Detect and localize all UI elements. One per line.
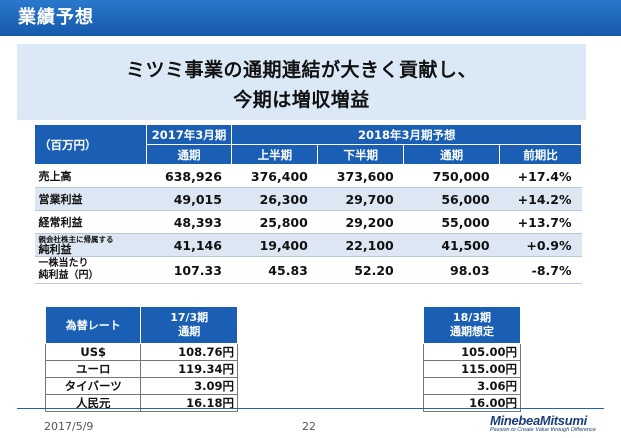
cell-full: 750,000	[403, 164, 500, 188]
table-row: 親会社株主に帰属する 純利益 41,146 19,400 22,100 41,5…	[34, 233, 582, 257]
cell-h2: 29,200	[317, 210, 404, 234]
currency-label: US$	[44, 343, 142, 361]
cell-yoy: +13.7%	[499, 210, 582, 234]
table-row: 経常利益 48,393 25,800 29,200 55,000 +13.7%	[34, 210, 582, 234]
logo-tagline: Passion to Create Value through Differen…	[490, 427, 596, 433]
forecast-rate-value: 115.00円	[423, 360, 521, 378]
cell-full: 41,500	[403, 233, 500, 257]
headline-line-2: 今期は増収増益	[233, 89, 370, 111]
fx-fy2017-header-l2: 通期	[178, 325, 201, 338]
fx-fy2018-header-l1: 18/3期	[453, 311, 491, 324]
cell-h2: 373,600	[317, 164, 404, 188]
fx-fy2018-header-l2: 通期想定	[450, 325, 494, 338]
earnings-forecast-table: （百万円） 2017年3月期 2018年3月期予想 通期 上半期 下半期 通期 …	[34, 124, 582, 284]
table-row: 105.00円	[423, 343, 521, 361]
rate-value: 108.76円	[140, 343, 238, 361]
cell-h2: 52.20	[317, 256, 404, 284]
forecast-rate-value: 105.00円	[423, 343, 521, 361]
forecast-rate-value: 3.06円	[423, 377, 521, 395]
currency-label: 人民元	[44, 394, 142, 412]
table-row: 売上高 638,926 376,400 373,600 750,000 +17.…	[34, 164, 582, 188]
footer-date: 2017/5/9	[44, 420, 94, 433]
header-bar	[0, 0, 621, 36]
fx-forecast-table: 18/3期 通期想定 105.00円 115.00円 3.06円 16.00円	[423, 306, 521, 412]
rate-value: 119.34円	[140, 360, 238, 378]
cell-full: 55,000	[403, 210, 500, 234]
h2-header: 下半期	[317, 144, 405, 165]
fy2017-group-header: 2017年3月期	[145, 124, 233, 145]
row-label-line2: 純利益（円）	[38, 270, 99, 281]
cell-fy2017: 49,015	[146, 187, 232, 211]
table-row: 営業利益 49,015 26,300 29,700 56,000 +14.2%	[34, 187, 582, 211]
cell-fy2017: 48,393	[146, 210, 232, 234]
cell-h1: 26,300	[231, 187, 318, 211]
logo-name: MinebeaMitsumi	[490, 413, 587, 428]
fy2018-group-header: 2018年3月期予想	[231, 124, 582, 145]
page-number: 22	[302, 420, 316, 433]
row-label: 一株当たり 純利益（円）	[34, 256, 147, 284]
row-label-main: 純利益	[38, 242, 72, 256]
forecast-rate-value: 16.00円	[423, 394, 521, 412]
headline-line-1: ミツミ事業の通期連結が大きく貢献し、	[125, 59, 477, 81]
cell-h2: 29,700	[317, 187, 404, 211]
unit-header: （百万円）	[34, 124, 147, 165]
table-row: ユーロ 119.34円	[44, 360, 238, 378]
table-row: 16.00円	[423, 394, 521, 412]
table-row: 3.06円	[423, 377, 521, 395]
cell-full: 98.03	[403, 256, 500, 284]
fx-label-header: 為替レート	[44, 306, 142, 344]
row-label-small: 親会社株主に帰属する	[38, 234, 114, 244]
cell-h2: 22,100	[317, 233, 404, 257]
table-row: タイバーツ 3.09円	[44, 377, 238, 395]
table-row: US$ 108.76円	[44, 343, 238, 361]
fy2017-full-header: 通期	[145, 144, 233, 165]
cell-yoy: +17.4%	[499, 164, 582, 188]
company-logo: MinebeaMitsumi Passion to Create Value t…	[490, 413, 610, 433]
row-label: 売上高	[34, 164, 147, 188]
yoy-header: 前期比	[499, 144, 582, 165]
rate-value: 16.18円	[140, 394, 238, 412]
table-row: 一株当たり 純利益（円） 107.33 45.83 52.20 98.03 -8…	[34, 256, 582, 284]
cell-yoy: +14.2%	[499, 187, 582, 211]
table-row: 115.00円	[423, 360, 521, 378]
footer-divider	[17, 408, 604, 409]
cell-fy2017: 41,146	[146, 233, 232, 257]
rate-value: 3.09円	[140, 377, 238, 395]
h1-header: 上半期	[231, 144, 319, 165]
cell-fy2017: 107.33	[146, 256, 232, 284]
cell-yoy: +0.9%	[499, 233, 582, 257]
fx-rate-table: 為替レート 17/3期 通期 US$ 108.76円 ユーロ 119.34円 タ…	[44, 306, 238, 412]
full-year-header: 通期	[403, 144, 501, 165]
cell-h1: 25,800	[231, 210, 318, 234]
slide-title: 業績予想	[18, 7, 94, 28]
fx-fy2018-header: 18/3期 通期想定	[423, 306, 521, 344]
headline-box	[17, 44, 586, 120]
currency-label: ユーロ	[44, 360, 142, 378]
row-label: 親会社株主に帰属する 純利益	[34, 233, 147, 257]
cell-yoy: -8.7%	[499, 256, 582, 284]
row-label-line1: 一株当たり	[38, 258, 89, 269]
row-label: 経常利益	[34, 210, 147, 234]
row-label: 営業利益	[34, 187, 147, 211]
cell-fy2017: 638,926	[146, 164, 232, 188]
cell-h1: 45.83	[231, 256, 318, 284]
table-row: 人民元 16.18円	[44, 394, 238, 412]
cell-full: 56,000	[403, 187, 500, 211]
fx-fy2017-header-l1: 17/3期	[170, 311, 209, 324]
currency-label: タイバーツ	[44, 377, 142, 395]
cell-h1: 376,400	[231, 164, 318, 188]
fx-fy2017-header: 17/3期 通期	[140, 306, 238, 344]
cell-h1: 19,400	[231, 233, 318, 257]
